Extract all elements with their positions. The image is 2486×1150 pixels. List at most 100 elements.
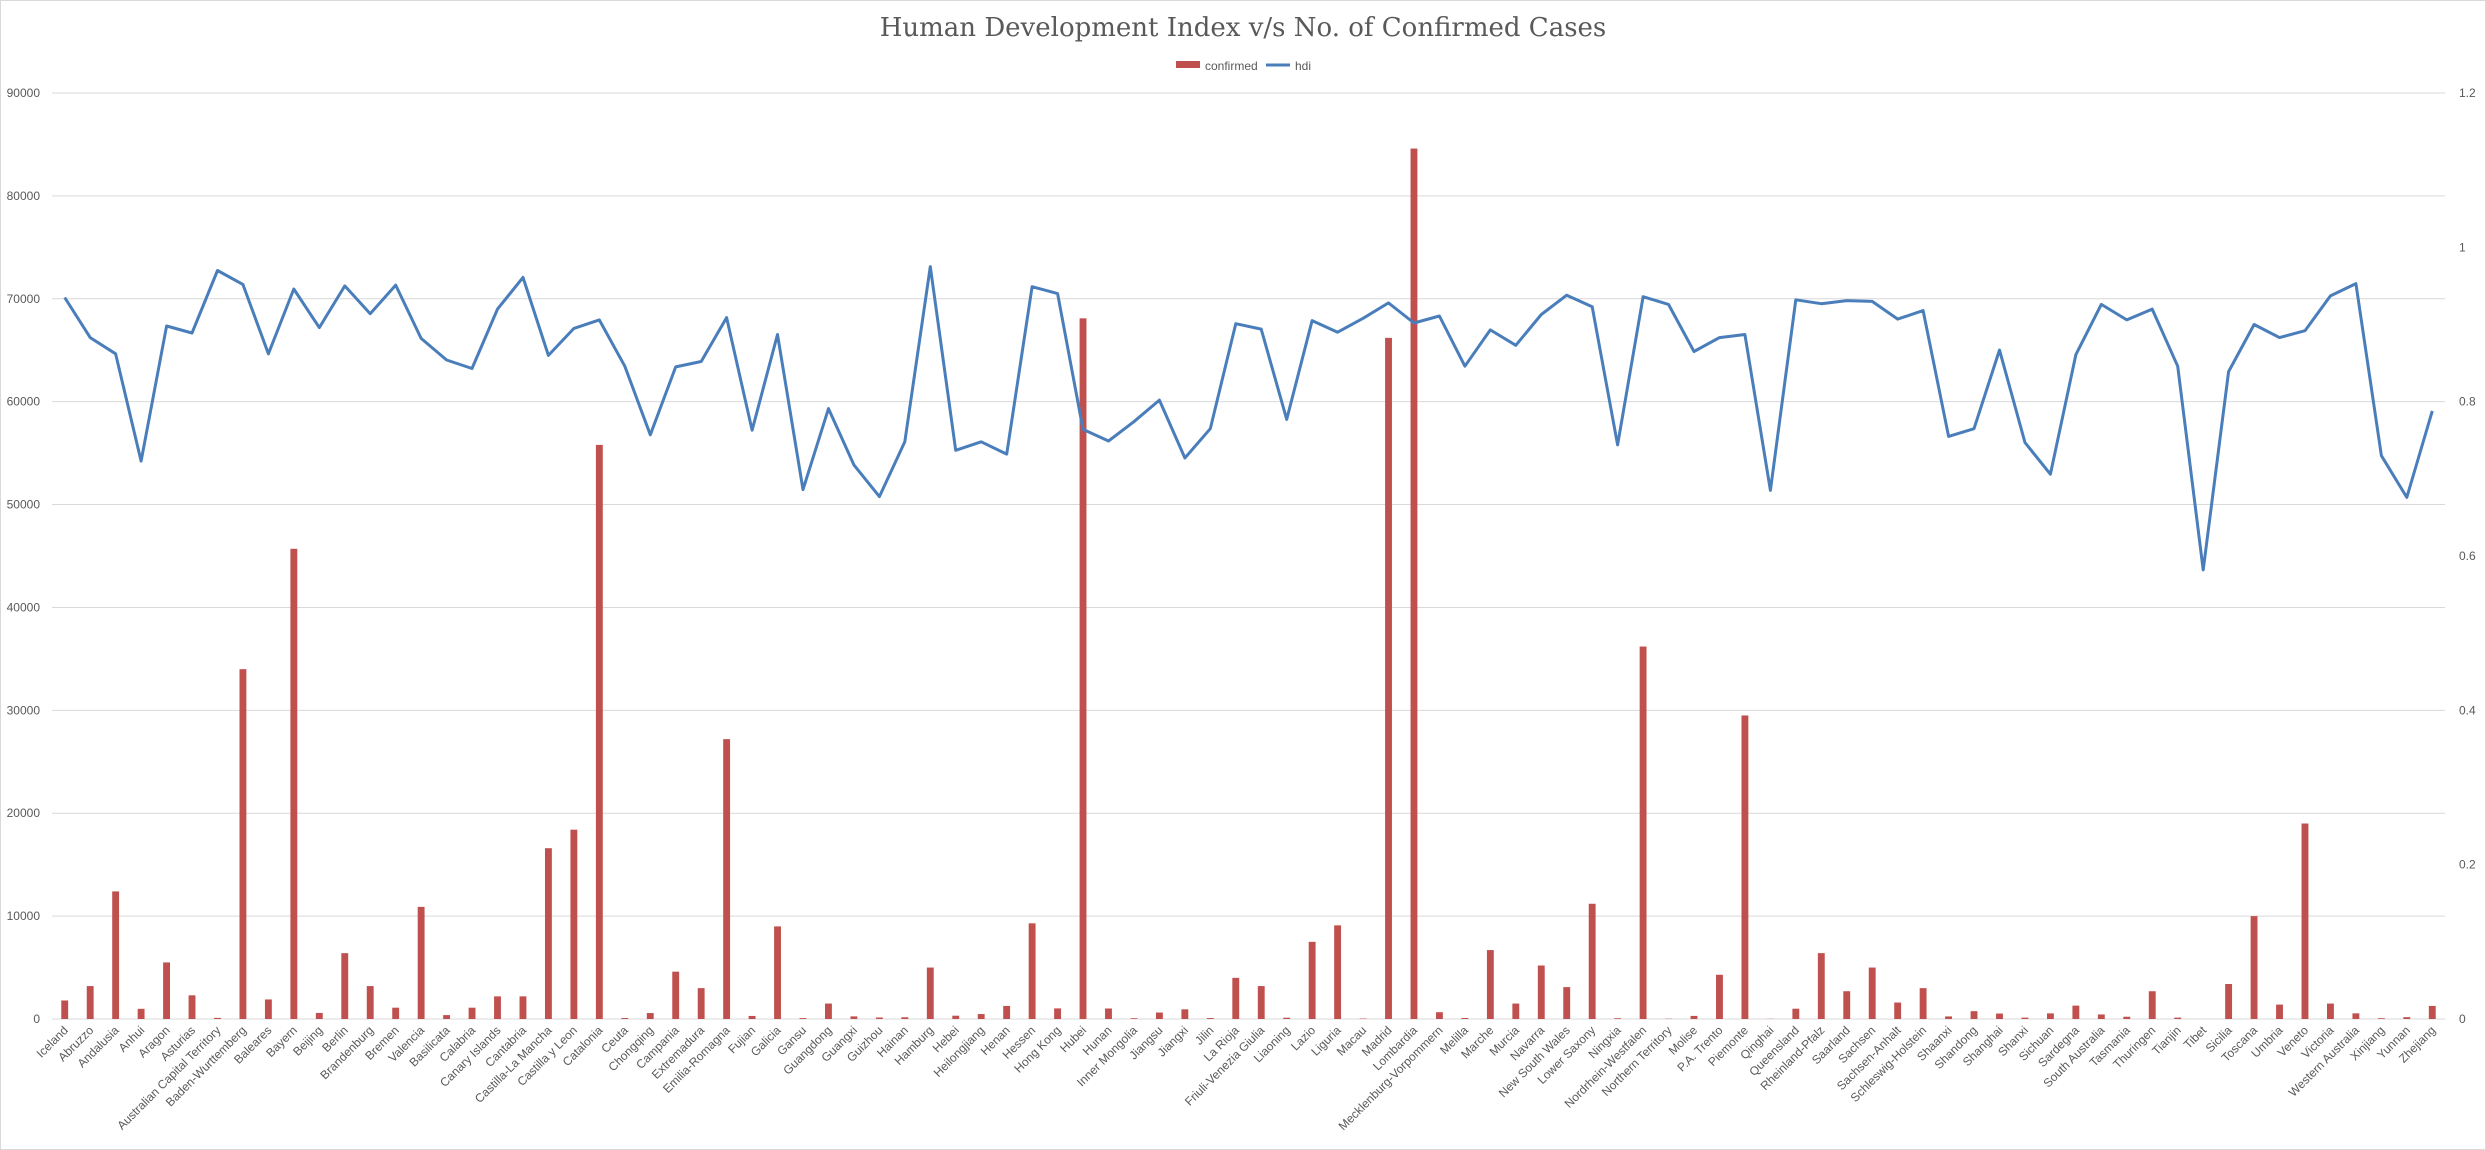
confirmed-bar [926,967,934,1019]
confirmed-bar [875,1017,883,1019]
confirmed-bar [519,996,527,1019]
confirmed-bar [723,739,731,1019]
confirmed-bar [2352,1013,2360,1019]
confirmed-bar [290,548,298,1019]
confirmed-bar [1105,1008,1112,1019]
confirmed-bar [2301,823,2309,1019]
legend: confirmed hdi [1176,59,1311,73]
confirmed-bar [1945,1016,1953,1019]
confirmed-bar [443,1015,451,1019]
confirmed-bar [341,953,349,1019]
confirmed-bar [188,995,196,1019]
confirmed-bar [2225,984,2233,1019]
confirmed-bar [570,829,578,1019]
left-tick-label: 70000 [7,292,41,306]
confirmed-bar [1003,1005,1011,1019]
confirmed-bar [392,1007,400,1019]
confirmed-bar [646,1013,654,1019]
confirmed-bar [2046,1013,2054,1019]
left-tick-label: 80000 [7,189,41,203]
confirmed-bar [1563,987,1571,1019]
confirmed-bar [2123,1016,2131,1019]
confirmed-bar [2021,1017,2029,1019]
confirmed-bar [977,1014,985,1019]
confirmed-bar [774,926,781,1019]
hdi-series-line [63,265,2434,572]
right-tick-label: 1 [2459,240,2466,254]
confirmed-bar [1054,1008,1062,1019]
left-tick-label: 60000 [7,395,41,409]
confirmed-bar [2148,991,2156,1019]
confirmed-bar [1130,1018,1138,1019]
confirmed-bar [214,1017,221,1019]
right-tick-label: 1.2 [2459,86,2476,100]
confirmed-bar [1486,950,1494,1019]
confirmed-bar [1970,1011,1978,1019]
confirmed-bar [952,1015,960,1019]
confirmed-bar [1868,967,1876,1019]
left-axis-ticks: 0 10000 20000 30000 40000 50000 60000 70000 8000… [7,86,41,1026]
confirmed-bar [1996,1013,2003,1019]
confirmed-bar [366,986,374,1019]
right-axis-ticks: 0 0.2 0.4 0.6 0.8 1 1.2 [2459,86,2476,1026]
confirmed-bar [2327,1003,2334,1019]
confirmed-bar [1232,977,1240,1019]
left-tick-label: 0 [33,1012,40,1026]
confirmed-bar [748,1015,756,1019]
confirmed-bar [697,988,705,1019]
chart-title: Human Development Index v/s No. of Confi… [880,13,1607,43]
confirmed-bar [1512,1003,1520,1019]
left-tick-label: 90000 [7,86,41,100]
confirmed-bar [1461,1017,1469,1019]
confirmed-bar [1181,1009,1189,1019]
confirmed-bar [2174,1017,2182,1019]
confirmed-bar [86,986,94,1019]
legend-swatch-confirmed [1176,61,1200,68]
confirmed-bar [2250,916,2258,1019]
left-tick-label: 40000 [7,600,41,614]
confirmed-bar [1716,974,1723,1019]
confirmed-bar [799,1018,807,1019]
confirmed-bar [595,444,603,1019]
confirmed-bar [2276,1004,2283,1019]
confirmed-bar [1919,988,1927,1019]
confirmed-bar [2072,1005,2080,1019]
confirmed-bar [2377,1018,2385,1019]
confirmed-bar [163,962,170,1019]
confirmed-bar [239,669,247,1019]
confirmed-bar [621,1017,629,1019]
confirmed-bar [1435,1012,1443,1019]
confirmed-bar [901,1017,909,1019]
confirmed-bars [61,148,2436,1019]
confirmed-bar [2403,1017,2411,1019]
right-tick-label: 0.4 [2459,703,2476,717]
confirmed-bar [672,971,680,1019]
left-tick-label: 30000 [7,703,41,717]
confirmed-bar [1588,903,1596,1019]
confirmed-bar [417,906,425,1019]
confirmed-bar [1257,986,1265,1019]
confirmed-bar [1410,148,1418,1019]
confirmed-bar [1334,925,1342,1019]
confirmed-bar [1079,318,1087,1019]
left-tick-label: 50000 [7,498,41,512]
confirmed-bar [315,1012,323,1019]
right-tick-label: 0.8 [2459,395,2476,409]
confirmed-bar [2428,1005,2436,1019]
confirmed-bar [1537,965,1545,1019]
confirmed-bar [1206,1018,1214,1019]
right-tick-label: 0.2 [2459,858,2476,872]
confirmed-bar [1308,941,1316,1019]
confirmed-bar [1155,1012,1163,1019]
confirmed-bar [1843,991,1851,1019]
confirmed-bar [137,1008,145,1019]
confirmed-bar [544,848,552,1019]
confirmed-bar [850,1016,858,1019]
confirmed-bar [1614,1018,1622,1019]
confirmed-bar [1741,715,1749,1019]
confirmed-bar [468,1007,476,1019]
confirmed-bar [2097,1014,2105,1019]
confirmed-bar [825,1003,832,1019]
